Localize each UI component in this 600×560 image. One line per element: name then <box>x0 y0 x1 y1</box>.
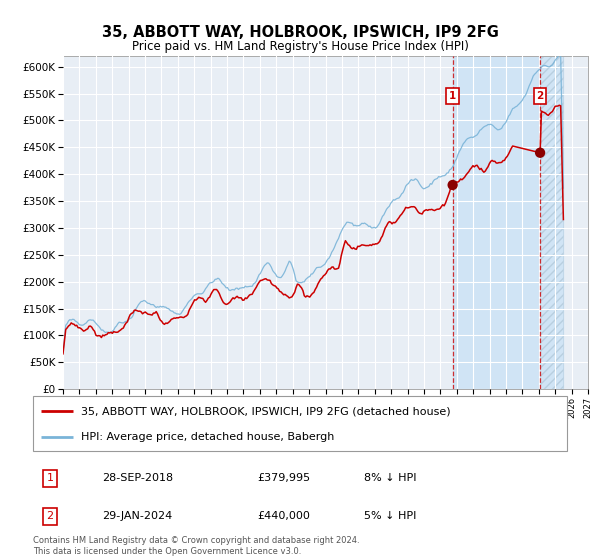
Text: £440,000: £440,000 <box>257 511 310 521</box>
Text: £379,995: £379,995 <box>257 473 310 483</box>
Text: 5% ↓ HPI: 5% ↓ HPI <box>364 511 416 521</box>
Text: 1: 1 <box>449 91 456 101</box>
Text: 2: 2 <box>536 91 544 101</box>
Text: Price paid vs. HM Land Registry's House Price Index (HPI): Price paid vs. HM Land Registry's House … <box>131 40 469 53</box>
Text: 29-JAN-2024: 29-JAN-2024 <box>103 511 173 521</box>
Bar <box>452 56 563 389</box>
Text: 2: 2 <box>47 511 53 521</box>
Text: Contains HM Land Registry data © Crown copyright and database right 2024.: Contains HM Land Registry data © Crown c… <box>33 536 359 545</box>
Text: 1: 1 <box>47 473 53 483</box>
Point <box>535 148 545 157</box>
Text: 8% ↓ HPI: 8% ↓ HPI <box>364 473 416 483</box>
Text: 35, ABBOTT WAY, HOLBROOK, IPSWICH, IP9 2FG: 35, ABBOTT WAY, HOLBROOK, IPSWICH, IP9 2… <box>101 25 499 40</box>
Point <box>448 180 457 189</box>
Text: This data is licensed under the Open Government Licence v3.0.: This data is licensed under the Open Gov… <box>33 547 301 556</box>
Text: 28-SEP-2018: 28-SEP-2018 <box>103 473 173 483</box>
Bar <box>540 56 563 389</box>
FancyBboxPatch shape <box>33 396 567 451</box>
Text: 35, ABBOTT WAY, HOLBROOK, IPSWICH, IP9 2FG (detached house): 35, ABBOTT WAY, HOLBROOK, IPSWICH, IP9 2… <box>81 407 451 416</box>
Text: HPI: Average price, detached house, Babergh: HPI: Average price, detached house, Babe… <box>81 432 334 442</box>
